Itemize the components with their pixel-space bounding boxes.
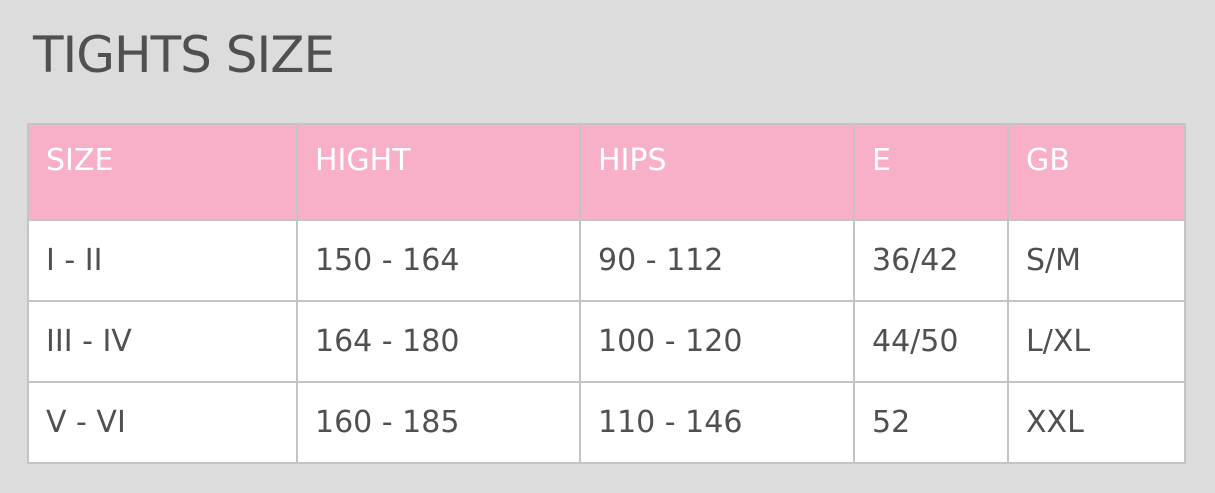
cell: S/M [1007,219,1186,302]
cell: 44/50 [853,300,1009,383]
cell: L/XL [1007,300,1186,383]
cell: V - VI [27,381,298,464]
size-table: SIZE HIGHT HIPS E GB I - II 150 - 164 90 -… [27,123,1186,464]
cell: 164 - 180 [296,300,581,383]
cell: III - IV [27,300,298,383]
cell: I - II [27,219,298,302]
header-e: E [853,123,1009,221]
header-hips: HIPS [579,123,855,221]
cell: 150 - 164 [296,219,581,302]
cell: XXL [1007,381,1186,464]
cell: 100 - 120 [579,300,855,383]
cell: 90 - 112 [579,219,855,302]
cell: 52 [853,381,1009,464]
header-height: HIGHT [296,123,581,221]
table-row: I - II 150 - 164 90 - 112 36/42 S/M [27,219,1186,302]
page-title: TIGHTS SIZE [33,26,335,84]
cell: 110 - 146 [579,381,855,464]
cell: 160 - 185 [296,381,581,464]
cell: 36/42 [853,219,1009,302]
header-size: SIZE [27,123,298,221]
header-row: SIZE HIGHT HIPS E GB [27,123,1186,221]
table-row: III - IV 164 - 180 100 - 120 44/50 L/XL [27,300,1186,383]
table-row: V - VI 160 - 185 110 - 146 52 XXL [27,381,1186,464]
header-gb: GB [1007,123,1186,221]
